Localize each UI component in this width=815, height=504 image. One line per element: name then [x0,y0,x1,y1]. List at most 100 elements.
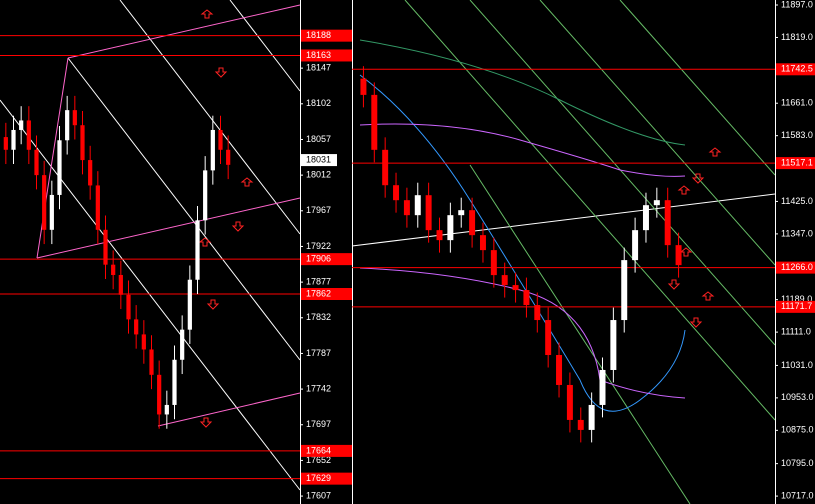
candle-body [80,125,85,161]
candle-body [187,279,192,330]
candle-body [95,185,100,230]
arrow-down [691,173,705,184]
arrow-up [677,185,691,195]
y-tick-label: 11819.0 [781,32,813,42]
y-tick-label: 17652 [306,455,331,465]
y-tick-label: 11347.0 [781,228,813,238]
level-label: 18188 [306,30,331,40]
candle-body [501,275,508,286]
moving-average [359,123,686,177]
y-tick-label: 11189.0 [781,294,812,304]
candle-body [588,404,595,430]
arrow-up [679,247,693,257]
arrow-down [214,67,228,78]
arrow-down [689,317,703,328]
level-label-bg [301,444,352,457]
candle-body [149,349,154,375]
candle-body [195,220,200,280]
candle-body [382,149,389,186]
arrow-up [701,291,715,301]
candle-body [172,359,177,405]
level-label: 11171.7 [781,301,812,311]
candle-body [88,160,93,186]
y-tick-label: 18057 [306,134,331,144]
level-label: 17906 [306,254,331,264]
candle-body [393,185,400,201]
y-tick-label: 17787 [306,348,331,358]
arrow-up [708,147,722,157]
level-label-bg [301,29,352,42]
channel-line [229,0,301,92]
y-tick-label: 17967 [306,205,331,215]
candle-body [42,175,47,230]
candle-body [458,210,465,216]
candle-body [157,374,162,415]
candle-body [3,137,8,150]
level-label-bg [301,288,352,300]
candle-body [141,334,146,350]
candle-body [566,384,573,420]
candle-body [599,369,606,405]
y-tick-label: 10953.0 [781,392,814,402]
level-label-bg [776,261,815,274]
channel-line [404,0,776,421]
y-tick-label: 17607 [306,490,331,500]
candle-body [11,129,16,150]
y-tick-label: 10717.0 [781,490,814,500]
arrow-down [667,279,681,290]
channel-line [36,197,301,259]
last-price-label: 18031 [306,154,331,164]
level-label: 11517.1 [781,157,813,167]
candle-body [610,320,617,370]
candle-body [653,200,660,206]
y-tick-label: 17742 [306,383,331,393]
level-label-bg [776,63,815,76]
channel-line [119,0,301,235]
y-tick-label: 18012 [306,170,331,180]
y-tick-label: 11111.0 [781,326,811,336]
channel-line [351,193,776,247]
last-price-bg [301,154,337,167]
arrows [198,9,722,428]
candle-body [642,205,649,231]
channel-line [67,4,301,59]
y-tick-label: 11661.0 [781,98,813,108]
channel-line [67,57,301,361]
y-tick-label: 10795.0 [781,458,814,468]
candle-body [203,170,208,221]
candle-body [621,260,628,321]
candle-body [479,235,486,251]
channel-line [469,164,691,504]
y-tick-label: 18147 [306,63,331,73]
moving-average [359,267,686,399]
candle-body [545,320,552,356]
level-label-bg [301,49,352,62]
moving-average [359,39,686,146]
y-tick-label: 17922 [306,241,331,251]
arrow-up [240,177,254,187]
candle-body [57,140,62,195]
channel-line [539,0,776,266]
candle-body [632,230,639,261]
y-tick-label: 11031.0 [781,360,813,370]
candle-body [556,355,563,385]
candle-body [72,110,77,126]
level-label-bg [776,300,815,313]
candle-body [210,129,215,171]
candle-body [534,305,541,321]
candle-body [664,200,671,246]
level-label-bg [301,253,352,266]
level-label: 11742.5 [781,64,813,74]
candle-body [371,94,378,150]
y-tick-label: 18102 [306,98,331,108]
level-label: 17862 [306,288,331,298]
arrow-down [231,221,245,232]
y-tick-label: 17832 [306,312,331,322]
level-label-bg [776,157,815,170]
candle-body [577,419,584,430]
candle-body [118,274,123,295]
candle-body [403,200,410,216]
level-label-bg [301,472,352,485]
